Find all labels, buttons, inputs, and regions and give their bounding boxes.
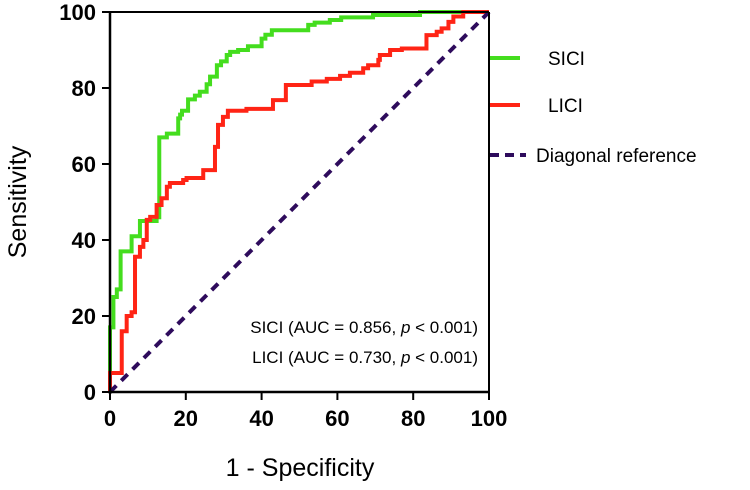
series-line-lici [108, 10, 489, 392]
x-tick-label: 100 [471, 406, 508, 431]
y-tick-label: 100 [59, 0, 96, 25]
y-tick-label: 20 [72, 304, 96, 329]
legend-label-diagonal: Diagonal reference [536, 146, 697, 167]
legend-label-sici: SICI [548, 49, 585, 70]
series-line-sici [108, 10, 489, 392]
y-tick-label: 40 [72, 228, 96, 253]
y-tick-label: 60 [72, 152, 96, 177]
legend-label-lici: LICI [548, 96, 583, 117]
legend: SICI LICI Diagonal reference [490, 49, 697, 167]
annotation-lici: LICI (AUC = 0.730, p < 0.001) [252, 348, 478, 367]
x-axis-label: 1 - Specificity [226, 454, 375, 482]
y-tick-label: 80 [72, 76, 96, 101]
x-tick-label: 0 [104, 406, 116, 431]
x-tick-label: 20 [174, 406, 198, 431]
annotation-sici: SICI (AUC = 0.856, p < 0.001) [250, 318, 478, 337]
x-tick-label: 40 [249, 406, 273, 431]
x-tick-label: 80 [401, 406, 425, 431]
y-tick-label: 0 [84, 380, 96, 405]
x-tick-label: 60 [325, 406, 349, 431]
y-axis-label: Sensitivity [4, 145, 32, 258]
